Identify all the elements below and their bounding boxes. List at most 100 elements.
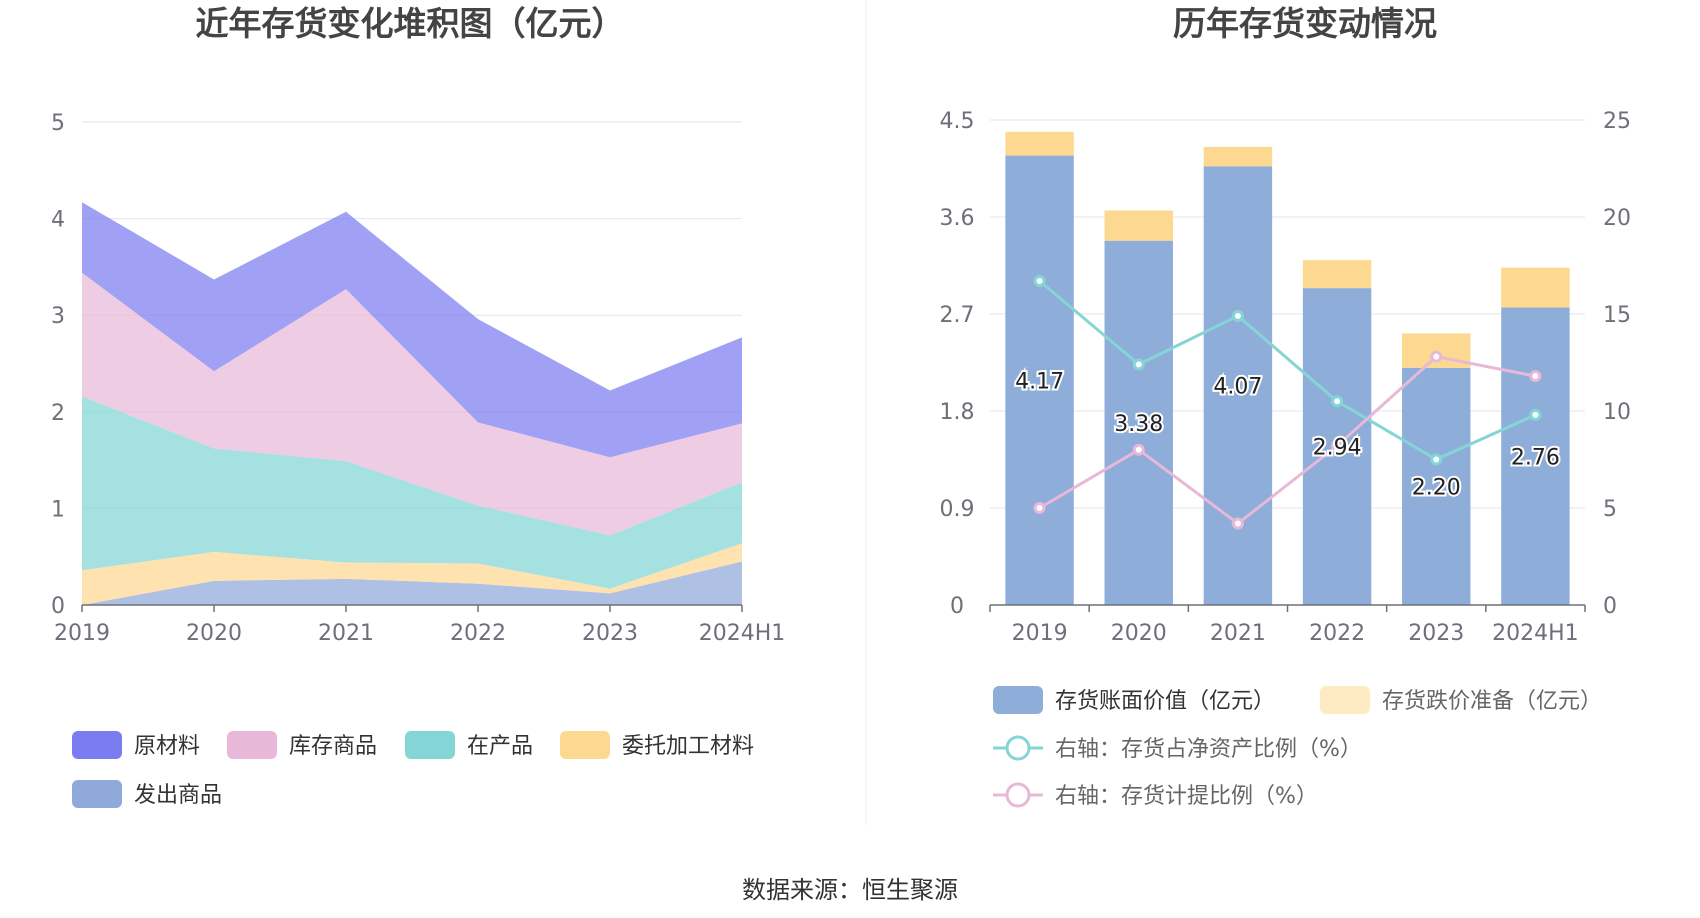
right-y2-tick-label: 0 (1603, 594, 1617, 619)
legend-swatch (72, 780, 122, 808)
right-y-tick-label: 2.7 (940, 303, 975, 328)
bar-存货跌价准备（亿元） (1203, 146, 1273, 167)
bar-存货跌价准备（亿元） (1005, 131, 1074, 156)
right-y-tick-label: 4.5 (940, 109, 975, 134)
legend-item-原材料[interactable]: 原材料 (72, 731, 200, 759)
bar-data-label: 4.07 (1213, 375, 1262, 400)
bar-存货跌价准备（亿元） (1302, 260, 1372, 289)
right-y-tick-label: 0 (950, 594, 964, 619)
legend-swatch (227, 731, 277, 759)
line-point (1033, 502, 1046, 514)
bar-存货账面价值（亿元） (1005, 155, 1074, 606)
legend-label: 委托加工材料 (622, 734, 754, 759)
line-point (1331, 395, 1344, 408)
legend-label: 库存商品 (289, 734, 377, 759)
legend-item-在产品[interactable]: 在产品 (405, 731, 533, 759)
left-x-tick-label: 2024H1 (699, 621, 786, 646)
left-y-tick-label: 0 (51, 594, 65, 619)
legend-marker (1005, 782, 1031, 808)
bar-存货账面价值（亿元） (1402, 367, 1471, 605)
right-chart-title: 历年存货变动情况 (1173, 4, 1437, 43)
right-y-tick-label: 0.9 (940, 497, 975, 522)
bar-data-label: 2.94 (1313, 436, 1362, 461)
legend-item-右轴：存货计提比例（%）[interactable]: 右轴：存货计提比例（%） (993, 782, 1318, 809)
legend-label: 存货跌价准备（亿元） (1382, 689, 1602, 714)
bar-data-label: 2.76 (1511, 445, 1560, 470)
bar-存货跌价准备（亿元） (1104, 210, 1173, 241)
left-chart-title: 近年存货变化堆积图（亿元） (196, 4, 625, 43)
bar-存货账面价值（亿元） (1203, 166, 1273, 605)
left-y-tick-label: 4 (51, 208, 65, 233)
line-右轴：存货计提比例（%） (1038, 355, 1536, 526)
line-point (1033, 275, 1046, 288)
legend-item-右轴：存货占净资产比例（%）[interactable]: 右轴：存货占净资产比例（%） (993, 735, 1362, 762)
legend-label: 原材料 (134, 734, 200, 759)
area-发出商品 (82, 561, 742, 605)
left-y-tick-label: 3 (51, 304, 65, 329)
left-x-tick-label: 2021 (318, 621, 374, 646)
legend-swatch (72, 731, 122, 759)
legend-item-存货账面价值（亿元）[interactable]: 存货账面价值（亿元） (993, 686, 1275, 714)
line-point (1529, 408, 1542, 421)
left-area-series (82, 202, 742, 605)
bar-data-label: 2.20 (1412, 475, 1461, 500)
bar-data-label: 3.38 (1114, 412, 1163, 437)
right-y2-tick-label: 25 (1603, 109, 1631, 134)
right-x-tick-label: 2022 (1309, 621, 1365, 646)
right-y2-tick-label: 20 (1603, 206, 1631, 231)
right-x-tick-label: 2024H1 (1492, 621, 1579, 646)
line-右轴：存货占净资产比例（%） (1038, 279, 1537, 462)
right-y2-tick-label: 10 (1603, 400, 1631, 425)
right-y-tick-label: 3.6 (940, 206, 975, 231)
right-x-tick-label: 2020 (1111, 621, 1167, 646)
right-legend: 存货账面价值（亿元） 存货跌价准备（亿元） 右轴：存货占净资产比例（%） 右轴：存货计… (993, 686, 1602, 809)
right-y-tick-label: 1.8 (940, 400, 975, 425)
right-x-tick-label: 2021 (1210, 621, 1266, 646)
left-x-tick-label: 2022 (450, 621, 506, 646)
legend-item-发出商品[interactable]: 发出商品 (72, 780, 222, 808)
bar-存货账面价值（亿元） (1501, 307, 1570, 605)
left-y-tick-label: 5 (51, 111, 65, 136)
area-在产品 (82, 396, 742, 589)
bar-line-chart: 历年存货变动情况 4.17 3.38 4.07 2.94 2.20 2.76 0 0.9 1.… (940, 4, 1632, 809)
left-x-tick-label: 2020 (186, 621, 242, 646)
right-line-series (1033, 275, 1542, 530)
legend-item-库存商品[interactable]: 库存商品 (227, 731, 377, 759)
legend-label: 存货账面价值（亿元） (1055, 689, 1275, 714)
left-y-tick-label: 2 (51, 401, 65, 426)
right-y2-tick-label: 15 (1603, 303, 1631, 328)
bar-存货账面价值（亿元） (1104, 240, 1173, 605)
area-委托加工材料 (82, 543, 742, 605)
legend-label: 在产品 (467, 734, 533, 759)
area-原材料 (82, 202, 742, 458)
left-y-tick-label: 1 (51, 497, 65, 522)
right-axes: 0 0.9 1.8 2.7 3.6 4.5 0 5 10 15 20 25 2019 2020 2021 20… (940, 109, 1632, 646)
right-gridlines (990, 119, 1585, 509)
line-point (1132, 443, 1145, 456)
bar-存货跌价准备（亿元） (1501, 267, 1570, 308)
right-x-tick-label: 2023 (1408, 621, 1464, 646)
legend-marker (1005, 735, 1031, 761)
legend-item-存货跌价准备（亿元）[interactable]: 存货跌价准备（亿元） (1320, 686, 1602, 714)
legend-swatch (405, 731, 455, 759)
right-y2-tick-label: 5 (1603, 497, 1617, 522)
left-x-tick-label: 2023 (582, 621, 638, 646)
data-source-footer: 数据来源：恒生聚源 (742, 876, 958, 904)
line-point (1430, 453, 1443, 466)
right-bar-labels: 4.17 3.38 4.07 2.94 2.20 2.76 (1013, 367, 1562, 502)
bar-data-label: 4.17 (1015, 369, 1064, 394)
legend-swatch (560, 731, 610, 759)
line-point (1231, 517, 1244, 530)
legend-label: 右轴：存货占净资产比例（%） (1055, 737, 1362, 762)
line-point (1132, 358, 1145, 371)
line-point (1231, 309, 1244, 322)
stacked-area-chart: 近年存货变化堆积图（亿元） 0 1 2 3 4 5 2019 2020 2021 2022 2023… (51, 4, 785, 808)
line-point (1430, 350, 1443, 363)
legend-item-委托加工材料[interactable]: 委托加工材料 (560, 731, 754, 759)
right-x-tick-label: 2019 (1012, 621, 1068, 646)
legend-label: 发出商品 (134, 783, 222, 808)
left-x-tick-label: 2019 (54, 621, 110, 646)
legend-label: 右轴：存货计提比例（%） (1055, 784, 1318, 809)
